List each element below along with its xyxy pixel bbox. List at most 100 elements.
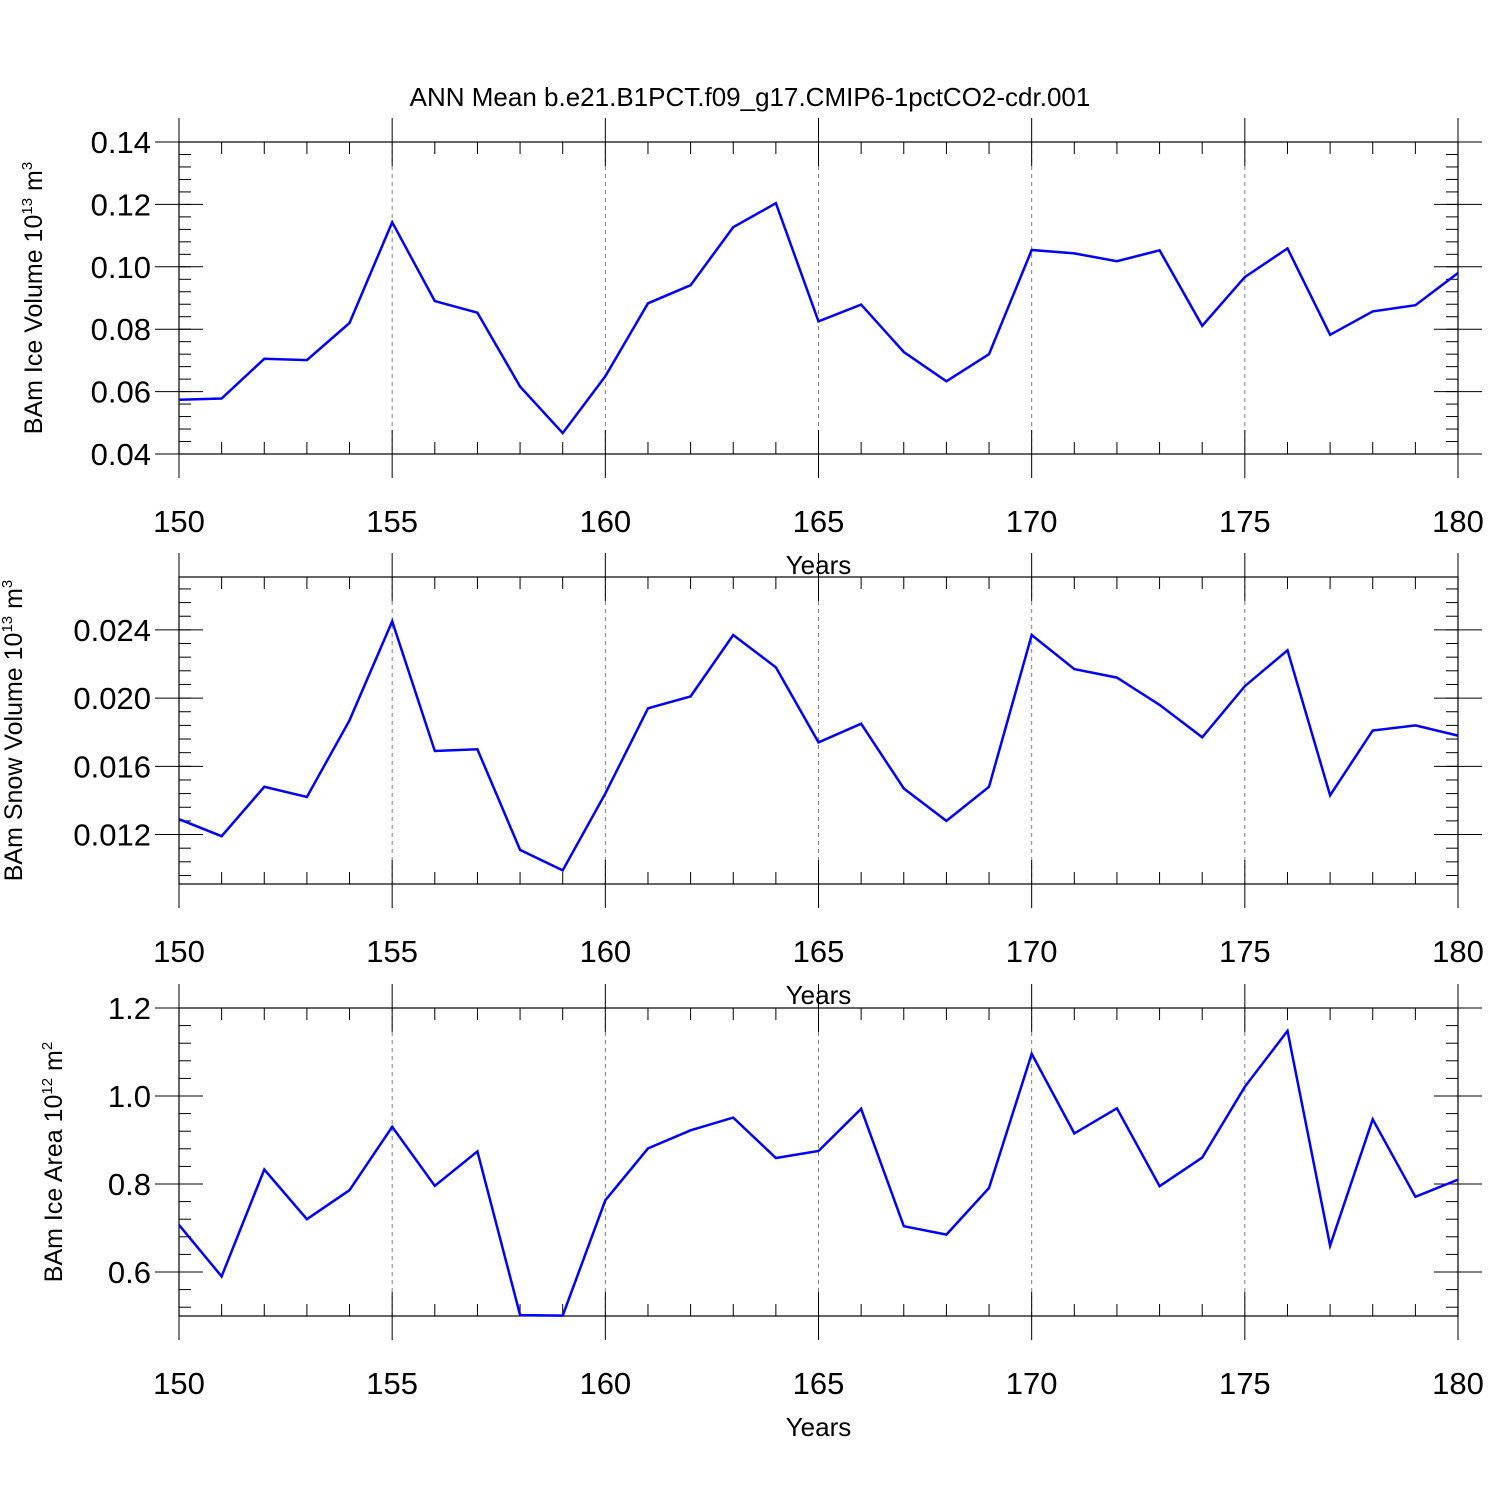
ice-area-y-tick-label: 1.2 [108,991,151,1026]
ice-volume-x-tick-label: 160 [579,504,631,539]
snow-volume-data-point [1413,723,1417,727]
ice-volume-data-point [603,374,607,378]
snow-volume-series-line [178,617,1459,873]
ice-area-x-tick-label: 155 [366,1366,418,1401]
ice-area-data-point [731,1116,735,1120]
snow-volume-data-point [1243,684,1247,688]
ice-volume-data-point [433,299,437,303]
ice-volume-y-tick-label: 0.04 [91,437,151,472]
ice-volume-data-point [1328,333,1332,337]
snow-volume-data-point [220,834,224,838]
ice-volume-data-point [902,350,906,354]
ice-area-y-tick-label: 0.6 [108,1255,151,1290]
ice-area-y-tick-label: 1.0 [108,1079,151,1114]
snow-volume-data-point [987,785,991,789]
ice-volume-data-point [220,396,224,400]
snow-volume-data-point [390,619,394,623]
ice-area-data-point [1072,1131,1076,1135]
snow-volume-x-tick-label: 160 [579,934,631,969]
ice-volume-data-point [561,431,565,435]
snow-volume-y-tick-label: 0.016 [73,749,151,784]
snow-volume-x-tick-label: 155 [366,934,418,969]
ice-volume-plot-frame [178,141,1459,455]
ice-area-x-axis-title: Years [786,1412,852,1442]
ice-area-data-point [646,1146,650,1150]
snow-volume-data-point [1456,734,1460,738]
ice-area-x-tick-label: 165 [793,1366,845,1401]
ice-volume-data-point [731,225,735,229]
ice-area-x-tick-label: 150 [153,1366,205,1401]
ice-area-data-point [987,1186,991,1190]
ice-area-data-point [561,1314,565,1318]
snow-volume-data-point [859,722,863,726]
snow-volume-x-tick-label: 170 [1006,934,1058,969]
ice-volume-y-tick-label: 0.14 [91,125,151,160]
snow-volume-data-point [348,718,352,722]
ice-volume-data-point [1243,275,1247,279]
ice-volume-y-tick-label: 0.08 [91,312,151,347]
ice-volume-data-point [944,379,948,383]
ice-area-data-point [859,1107,863,1111]
ice-area-data-point [518,1313,522,1317]
snow-volume-data-point [603,792,607,796]
ice-volume-data-point [1413,303,1417,307]
chart-title: ANN Mean b.e21.B1PCT.f09_g17.CMIP6-1pctC… [409,82,1091,112]
ice-area-data-point [262,1167,266,1171]
ice-area-data-point [390,1125,394,1129]
ice-area-data-point [433,1184,437,1188]
ice-volume-data-point [518,385,522,389]
ice-volume-data-point [774,201,778,205]
ice-volume-data-point [390,220,394,224]
snow-volume-data-point [475,747,479,751]
ice-area-data-point [1285,1029,1289,1033]
snow-volume-x-tick-label: 175 [1219,934,1271,969]
snow-volume-data-point [817,740,821,744]
ice-area-data-point [902,1224,906,1228]
ice-volume-data-point [1371,309,1375,313]
snow-volume-data-point [1030,633,1034,637]
snow-volume-data-point [1200,735,1204,739]
snow-volume-data-point [1115,676,1119,680]
ice-area-data-point [348,1188,352,1192]
ice-volume-x-tick-label: 165 [793,504,845,539]
snow-volume-data-point [774,665,778,669]
snow-volume-data-point [902,786,906,790]
ice-volume-data-point [646,301,650,305]
ice-area-data-point [1456,1178,1460,1182]
ice-volume-data-point [177,398,181,402]
ice-volume-data-point [348,321,352,325]
snow-volume-x-tick-label: 180 [1432,934,1484,969]
ice-area-x-tick-label: 175 [1219,1366,1271,1401]
ice-area-data-point [689,1128,693,1132]
ice-volume-data-point [1072,251,1076,255]
snow-volume-data-point [944,819,948,823]
ice-area-y-tick-label: 0.8 [108,1167,151,1202]
ice-volume-data-point [1158,248,1162,252]
snow-volume-data-point [177,817,181,821]
ice-volume-data-point [262,357,266,361]
ice-area-data-point [774,1156,778,1160]
ice-area-y-axis-title: BAm Ice Area 1012 m2 [39,1042,68,1282]
ice-volume-data-point [1285,246,1289,250]
snow-volume-data-point [1285,648,1289,652]
snow-volume-data-point [1072,667,1076,671]
ice-area-plot-frame [178,1007,1459,1317]
snow-volume-data-point [262,785,266,789]
ice-volume-data-point [1115,259,1119,263]
ice-volume-data-point [1030,248,1034,252]
ice-area-x-tick-label: 160 [579,1366,631,1401]
ice-volume-data-point [1456,271,1460,275]
ice-area-data-point [1328,1244,1332,1248]
snow-volume-x-tick-label: 150 [153,934,205,969]
ice-volume-x-tick-label: 150 [153,504,205,539]
ice-area-data-point [1030,1052,1034,1056]
snow-volume-y-tick-label: 0.024 [73,613,151,648]
ice-volume-data-point [817,319,821,323]
snow-volume-data-point [518,848,522,852]
ice-volume-data-point [987,352,991,356]
ice-area-series-line [178,1027,1459,1317]
snow-volume-y-axis-title: BAm Snow Volume 1013 m3 [0,580,28,882]
snow-volume-data-point [1371,729,1375,733]
